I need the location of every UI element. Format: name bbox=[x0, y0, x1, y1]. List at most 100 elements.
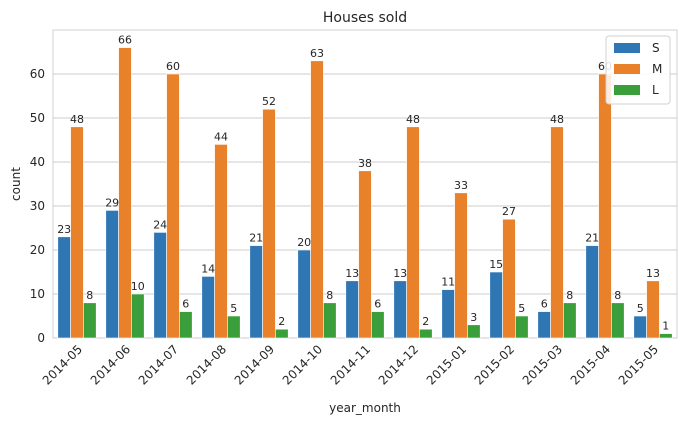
bar-S-2015-01 bbox=[441, 289, 455, 339]
bar-S-2014-12 bbox=[393, 280, 407, 339]
bar-L-2014-07 bbox=[179, 311, 193, 339]
bar-M-2014-07 bbox=[166, 73, 180, 339]
x-axis-label: year_month bbox=[329, 401, 401, 415]
x-tick-label: 2015-05 bbox=[616, 342, 661, 387]
bar-L-2014-08 bbox=[227, 315, 241, 339]
x-tick-label: 2015-02 bbox=[472, 342, 517, 387]
bar-value-label: 29 bbox=[105, 196, 119, 209]
bar-L-2014-05 bbox=[83, 302, 97, 339]
bar-value-label: 63 bbox=[310, 47, 324, 60]
bar-M-2015-05 bbox=[646, 280, 660, 339]
y-tick-label: 0 bbox=[37, 331, 45, 345]
bar-value-label: 24 bbox=[153, 218, 167, 231]
bar-M-2014-10 bbox=[310, 60, 324, 339]
bar-value-label: 6 bbox=[374, 298, 381, 311]
bar-value-label: 66 bbox=[118, 34, 132, 47]
legend-label-M: M bbox=[652, 62, 662, 76]
y-tick-label: 40 bbox=[30, 155, 45, 169]
bar-S-2014-09 bbox=[249, 245, 263, 339]
bar-L-2014-09 bbox=[275, 328, 289, 339]
bar-value-label: 1 bbox=[662, 320, 669, 333]
bar-L-2015-05 bbox=[659, 333, 673, 339]
y-tick-label: 50 bbox=[30, 111, 45, 125]
x-tick-label: 2014-07 bbox=[136, 342, 181, 387]
bar-L-2015-03 bbox=[563, 302, 577, 339]
bar-value-label: 48 bbox=[70, 113, 84, 126]
bar-value-label: 2 bbox=[278, 315, 285, 328]
bar-S-2014-10 bbox=[297, 249, 311, 339]
bar-value-label: 48 bbox=[406, 113, 420, 126]
bar-L-2015-01 bbox=[467, 324, 481, 339]
bar-value-label: 27 bbox=[502, 205, 516, 218]
bar-value-label: 44 bbox=[214, 130, 228, 143]
bar-S-2014-06 bbox=[105, 210, 119, 339]
bar-value-label: 8 bbox=[326, 289, 333, 302]
x-tick-label: 2014-10 bbox=[280, 342, 325, 387]
bar-value-label: 8 bbox=[86, 289, 93, 302]
bar-value-label: 11 bbox=[441, 276, 455, 289]
bar-value-label: 13 bbox=[345, 267, 359, 280]
x-tick-label: 2015-03 bbox=[520, 342, 565, 387]
bar-L-2014-10 bbox=[323, 302, 337, 339]
bar-M-2014-05 bbox=[70, 126, 84, 339]
bar-value-labels: 2348829661024606144452152220638133861348… bbox=[57, 34, 669, 333]
bar-value-label: 6 bbox=[182, 298, 189, 311]
bars bbox=[57, 47, 673, 339]
bar-value-label: 52 bbox=[262, 95, 276, 108]
bar-M-2014-12 bbox=[406, 126, 420, 339]
bar-S-2015-05 bbox=[633, 315, 647, 339]
x-tick-label: 2014-11 bbox=[328, 342, 373, 387]
bar-value-label: 13 bbox=[393, 267, 407, 280]
bar-L-2015-04 bbox=[611, 302, 625, 339]
y-tick-label: 60 bbox=[30, 67, 45, 81]
bar-value-label: 33 bbox=[454, 179, 468, 192]
bar-M-2015-02 bbox=[502, 218, 516, 339]
x-tick-label: 2014-09 bbox=[232, 342, 277, 387]
bar-value-label: 21 bbox=[585, 232, 599, 245]
bar-L-2015-02 bbox=[515, 315, 529, 339]
bar-M-2014-11 bbox=[358, 170, 372, 339]
legend: SML bbox=[605, 35, 671, 105]
bar-value-label: 23 bbox=[57, 223, 71, 236]
bar-S-2014-08 bbox=[201, 276, 215, 339]
legend-swatch-S bbox=[614, 43, 640, 53]
x-tick-label: 2014-06 bbox=[88, 342, 133, 387]
bar-value-label: 13 bbox=[646, 267, 660, 280]
legend-label-S: S bbox=[652, 41, 660, 55]
bar-value-label: 20 bbox=[297, 236, 311, 249]
bar-value-label: 3 bbox=[470, 311, 477, 324]
legend-swatch-L bbox=[614, 85, 640, 95]
legend-swatch-M bbox=[614, 64, 640, 74]
bar-value-label: 6 bbox=[541, 298, 548, 311]
bar-value-label: 60 bbox=[166, 60, 180, 73]
bar-M-2015-04 bbox=[598, 73, 612, 339]
bar-S-2015-04 bbox=[585, 245, 599, 339]
y-axis-label: count bbox=[9, 167, 23, 201]
bar-M-2014-08 bbox=[214, 144, 228, 339]
bar-value-label: 5 bbox=[518, 302, 525, 315]
legend-label-L: L bbox=[652, 83, 659, 97]
x-tick-label: 2015-04 bbox=[568, 342, 613, 387]
bar-value-label: 38 bbox=[358, 157, 372, 170]
bar-M-2015-03 bbox=[550, 126, 564, 339]
bar-value-label: 14 bbox=[201, 262, 215, 275]
bar-value-label: 8 bbox=[566, 289, 573, 302]
bar-value-label: 10 bbox=[131, 280, 145, 293]
bar-M-2015-01 bbox=[454, 192, 468, 339]
bar-value-label: 5 bbox=[637, 302, 644, 315]
x-tick-label: 2014-08 bbox=[184, 342, 229, 387]
bar-L-2014-06 bbox=[131, 293, 145, 339]
bar-S-2015-03 bbox=[537, 311, 551, 339]
y-tick-label: 20 bbox=[30, 243, 45, 257]
y-tick-label: 10 bbox=[30, 287, 45, 301]
x-tick-label: 2014-05 bbox=[40, 342, 85, 387]
bar-S-2014-07 bbox=[153, 232, 167, 339]
bar-S-2015-02 bbox=[489, 271, 503, 339]
x-tick-label: 2015-01 bbox=[424, 342, 469, 387]
chart-title: Houses sold bbox=[323, 10, 407, 26]
x-tick-labels: 2014-05 2014-06 2014-07 2014-08 2014-09 2014-… bbox=[40, 342, 661, 387]
bar-M-2014-09 bbox=[262, 108, 276, 339]
bar-value-label: 2 bbox=[422, 315, 429, 328]
y-tick-labels: 0 10 20 30 40 50 60 bbox=[30, 67, 45, 345]
